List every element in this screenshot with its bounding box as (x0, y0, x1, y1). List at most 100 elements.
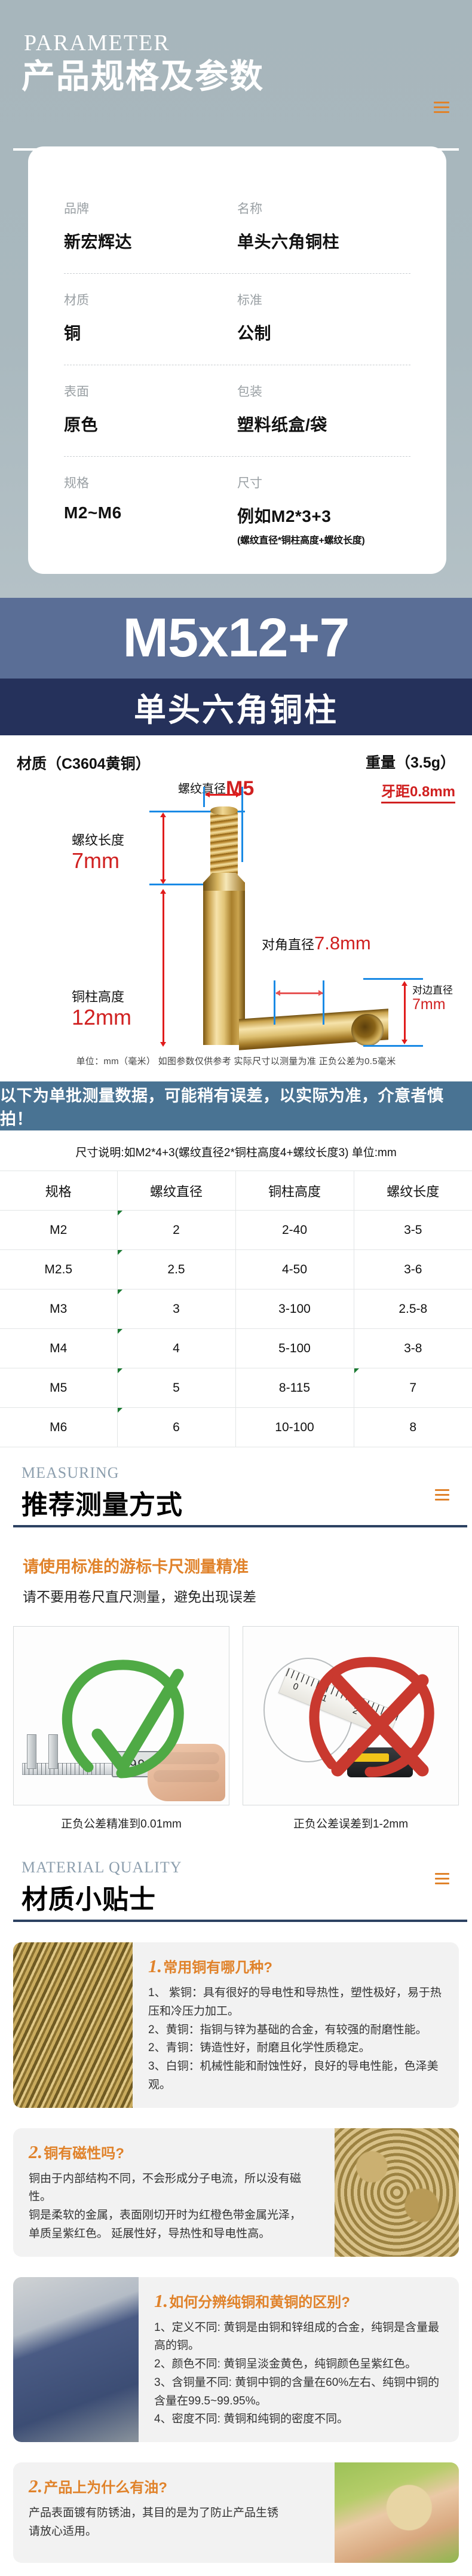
measuring-title: 推荐测量方式 (22, 1490, 183, 1520)
warning-bar: 以下为单批测量数据，可能稍有误差，以实际为准，介意者慎拍！ (0, 1081, 472, 1130)
diagonal-diameter-callout: 对角直径7.8mm (262, 933, 371, 954)
faq-question: 1.常用铜有哪几种? (148, 1955, 445, 1977)
measuring-photo-row: 199.7 0 1 (0, 1606, 472, 1805)
faq-question: 2.铜有磁性吗? (29, 2141, 320, 2163)
table-cell: 3-5 (353, 1210, 472, 1250)
dimension-diagram-section: 材质（C3604黄铜） 重量（3.5g） 牙距0.8mm 螺纹直径M5 (0, 735, 472, 1081)
faq-line: 3、含铜量不同: 黄铜中铜的含量在60%左右、纯铜中铜的含量在99.5~99.9… (154, 2376, 440, 2407)
across-flats-value: 7mm (412, 996, 446, 1013)
measuring-subline: 请不要用卷尺直尺测量，避免出现误差 (23, 1589, 256, 1605)
guide-line (274, 980, 275, 1025)
parameter-title: 产品规格及参数 (22, 57, 264, 95)
spec-key: 品牌 (64, 202, 89, 216)
faq-body: 1.如何分辨纯铜和黄铜的区别? 1、定义不同: 黄铜是由铜和锌组成的合金，纯铜是… (139, 2277, 459, 2443)
table-cell: 2.5-8 (353, 1289, 472, 1329)
spec-row: 表面 原色 包装 塑料纸盒/袋 (64, 365, 410, 457)
thread-length-value: 7mm (72, 848, 119, 873)
spec-value: 单头六角铜柱 (237, 233, 340, 251)
table-header-row: 规格 螺纹直径 铜柱高度 螺纹长度 (0, 1171, 472, 1211)
thread-diameter-label: 螺纹直径 (178, 783, 226, 796)
material-header: MATERIAL QUALITY 材质小贴士 (0, 1831, 472, 1922)
table-cell: 3-100 (235, 1289, 354, 1329)
faq-number: 1. (148, 1955, 163, 1976)
spec-value: 新宏辉达 (64, 233, 133, 251)
measuring-section: MEASURING 推荐测量方式 请使用标准的游标卡尺测量精准 请不要用卷尺直尺… (0, 1447, 472, 1831)
size-code-text: M5x12+7 (122, 607, 350, 668)
product-name-text: 单头六角铜柱 (134, 692, 338, 728)
faq-line: 单质呈紫红色。 延展性好，导热性和导电性高。 (29, 2227, 271, 2240)
faq-card: 1.常用铜有哪几种? 1、 紫铜：具有很好的导电性和导热性，塑性极好，易于热压和… (13, 1942, 459, 2108)
parameter-eyebrow: PARAMETER (24, 30, 170, 56)
table-row: M5 5 8-115 7 (0, 1368, 472, 1408)
thread-length-callout: 螺纹长度 7mm (72, 830, 124, 873)
caliper-jaw (48, 1734, 58, 1769)
guide-line (323, 980, 324, 1025)
faq-question-text: 如何分辨纯铜和黄铜的区别? (169, 2294, 350, 2311)
material-label: 材质（C3604黄铜） (17, 756, 151, 772)
table-cell: 2 (117, 1210, 236, 1250)
warning-text: 以下为单批测量数据，可能稍有误差，以实际为准，介意者慎拍！ (0, 1087, 444, 1128)
faq-question: 2.产品上为什么有油? (29, 2476, 320, 2497)
table-row: M3 3 3-100 2.5-8 (0, 1289, 472, 1329)
incorrect-method-caption: 正负公差误差到1-2mm (293, 1818, 409, 1831)
brass-rods-photo (13, 1942, 133, 2108)
hamburger-icon[interactable] (435, 1873, 449, 1887)
spec-row: 品牌 新宏辉达 名称 单头六角铜柱 (64, 182, 410, 274)
table-header-cell: 螺纹直径 (117, 1171, 236, 1211)
threaded-hole (351, 1014, 384, 1046)
faq-body: 2.产品上为什么有油? 产品表面镀有防锈油，其目的是为了防止产品生锈 请放心适用… (13, 2462, 335, 2563)
correct-method-caption: 正负公差精准到0.01mm (61, 1818, 182, 1831)
table-cell: 2.5 (117, 1249, 236, 1289)
faq-line: 3、白铜：机械性能和耐蚀性好，良好的导电性能，色泽美观。 (148, 2060, 439, 2091)
table-cell: M2 (0, 1210, 118, 1250)
table-cell: 3-6 (353, 1249, 472, 1289)
spec-key: 标准 (237, 294, 262, 307)
table-cell: 3-8 (353, 1328, 472, 1368)
thread-length-arrow (160, 812, 166, 884)
material-quality-section: MATERIAL QUALITY 材质小贴士 1.常用铜有哪几种? 1、 紫铜：… (0, 1831, 472, 2563)
post-height-label: 铜柱高度 (72, 989, 125, 1004)
spec-key: 材质 (64, 294, 89, 307)
table-row: M6 6 10-100 8 (0, 1407, 472, 1447)
weight-label: 重量（3.5g） (365, 754, 455, 771)
section-divider (13, 1920, 467, 1922)
table-cell: 2-40 (235, 1210, 354, 1250)
table-header-cell: 铜柱高度 (235, 1171, 354, 1211)
faq-line: 1、 紫铜：具有很好的导电性和导热性，塑性极好，易于热压和冷压力加工。 (148, 1987, 442, 2018)
faq-line: 产品表面镀有防锈油，其目的是为了防止产品生锈 (29, 2507, 279, 2520)
thread-diameter-arrow (205, 792, 241, 797)
guide-line (149, 811, 245, 812)
section-divider (13, 1525, 467, 1527)
dimension-stage: 螺纹长度 7mm 铜柱高度 12mm 对角直径7.8mm 对边直径 7mm (0, 787, 472, 1050)
incorrect-method-photo: 0 1 2 (243, 1626, 459, 1805)
across-flats-callout: 对边直径 7mm (412, 982, 453, 1013)
table-cell: 8 (353, 1407, 472, 1447)
spec-cell-size: 尺寸 例如M2*3+3 (螺纹直径*铜柱高度+螺纹长度) (237, 473, 410, 546)
spec-key: 表面 (64, 385, 89, 399)
spec-value-note: (螺纹直径*铜柱高度+螺纹长度) (237, 536, 365, 546)
size-code-banner: M5x12+7 (0, 598, 472, 679)
spec-key: 规格 (64, 476, 89, 490)
spec-key: 名称 (237, 202, 262, 216)
thread-length-label: 螺纹长度 (72, 833, 125, 848)
brass-granules-photo (335, 2128, 459, 2257)
hamburger-icon[interactable] (435, 1489, 449, 1504)
table-cell: 3 (117, 1289, 236, 1329)
table-header-cell: 规格 (0, 1171, 118, 1211)
hex-body-part (203, 882, 245, 1045)
standoff-lying-illustration (239, 1004, 388, 1051)
diagonal-diameter-label: 对角直径 (262, 937, 315, 952)
material-eyebrow: MATERIAL QUALITY (22, 1859, 182, 1876)
spec-value: 公制 (237, 324, 272, 343)
table-cell: M6 (0, 1407, 118, 1447)
spec-value: 原色 (64, 415, 99, 434)
hamburger-icon[interactable] (434, 102, 449, 114)
diagonal-diameter-value: 7.8mm (314, 933, 371, 954)
across-flats-arrow (401, 981, 407, 1044)
post-height-callout: 铜柱高度 12mm (72, 986, 131, 1029)
material-title: 材质小贴士 (22, 1885, 156, 1914)
hand-with-parts-photo (335, 2462, 459, 2563)
guide-line (241, 787, 243, 862)
dimension-note: 单位：mm（毫米） 如图参数仅供参考 实际尺寸以测量为准 正负公差为0.5毫米 (76, 1056, 396, 1067)
